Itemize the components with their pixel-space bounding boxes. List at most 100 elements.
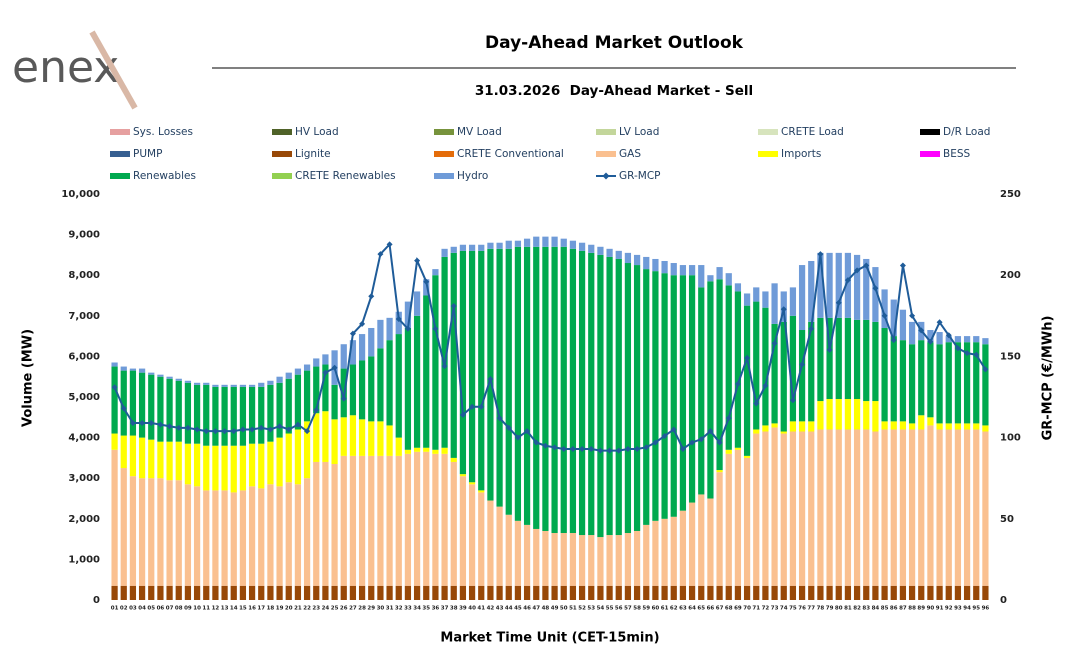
mcp-marker [670,426,677,433]
mcp-marker [936,319,943,326]
bar-segment [725,273,732,286]
bar-segment [551,236,558,247]
bar-segment [853,254,861,320]
bar-segment [313,585,320,600]
bar-segment [184,484,192,586]
bar-segment [120,435,127,469]
mcp-marker [230,428,237,435]
bar-segment [322,364,329,412]
bar-segment [230,445,237,493]
mcp-marker [313,406,320,413]
bar-segment [505,248,512,515]
bar-segment [551,246,558,534]
mcp-marker [129,419,136,426]
bar-segment [331,585,338,600]
bar-segment [817,585,824,600]
y2-tick-label: 50 [1000,514,1014,525]
mcp-marker [780,306,787,313]
x-tick-label: 38 [450,606,458,612]
bar-segment [936,585,943,600]
bar-segment [624,252,632,264]
bar-segment [661,273,668,519]
bar-segment [404,449,412,454]
bar-segment [578,535,586,586]
x-tick-label: 18 [267,606,275,612]
x-tick-label: 80 [835,606,843,612]
bar-segment [395,455,402,586]
bar-segment [936,423,943,430]
bar-segment [817,317,824,402]
bar-segment [138,478,146,586]
bar-segment [954,429,962,586]
bar-segment [478,585,485,600]
bar-segment [615,535,622,586]
bar-segment [688,585,696,600]
bar-segment [743,457,751,586]
bar-segment [615,250,622,259]
bar-segment [487,248,494,501]
bar-segment [716,472,723,586]
x-tick-label: 36 [432,606,440,612]
bar-segment [633,254,641,266]
bar-segment [349,415,357,456]
mcp-marker [826,346,833,353]
bar-segment [175,380,182,442]
bar-segment [725,453,732,586]
x-tick-label: 56 [615,606,623,612]
bar-segment [954,342,962,424]
bar-segment [551,533,558,586]
bar-segment [478,250,485,491]
x-tick-label: 32 [395,606,403,612]
bar-segment [377,585,384,600]
x-tick-label: 17 [257,606,265,612]
bar-segment [258,386,265,444]
bar-segment [294,368,302,375]
bar-segment [432,585,439,600]
bar-segment [743,293,751,306]
bar-segment [331,384,338,420]
x-tick-label: 22 [303,606,311,612]
bar-segment [129,585,137,600]
bar-segment [496,506,503,586]
mcp-marker [148,419,155,426]
bar-segment [707,281,714,499]
mcp-marker [386,241,393,248]
bar-segment [817,429,824,586]
bar-segment [808,585,815,600]
mcp-marker [276,423,283,430]
bar-segment [166,441,173,481]
bar-segment [872,321,879,402]
bar-segment [523,585,531,600]
legend-label: GAS [619,148,641,160]
bar-segment [423,279,430,296]
x-tick-label: 85 [881,606,889,612]
mcp-marker [551,444,558,451]
bar-segment [239,445,247,491]
y-tick-label: 9,000 [68,230,100,241]
bar-segment [835,429,842,586]
bar-segment [817,401,824,430]
bar-segment [157,374,164,377]
bar-segment [982,338,989,345]
bar-segment [358,360,366,420]
mcp-marker [588,445,595,452]
bar-segment [853,585,861,600]
bar-segment [368,421,375,456]
bar-segment [111,362,118,367]
bar-segment [798,431,806,586]
bar-segment [624,585,632,600]
bar-segment [890,429,897,586]
bar-segment [212,490,219,586]
bar-segment [542,236,549,247]
bar-segment [230,492,237,586]
legend-label: GR-MCP [619,170,661,182]
mcp-marker [533,439,540,446]
legend-label: Hydro [457,170,488,182]
x-tick-label: 48 [542,606,550,612]
mcp-marker [579,445,586,452]
bar-segment [652,258,659,272]
bar-segment [111,366,118,434]
bar-segment [844,585,852,600]
bar-segment [404,301,412,328]
